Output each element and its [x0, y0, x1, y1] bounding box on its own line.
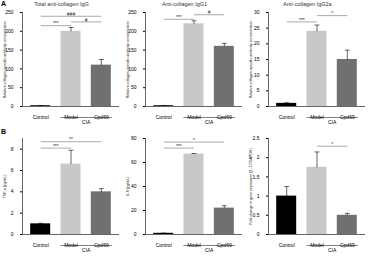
svg-text:250: 250 [128, 9, 137, 15]
svg-text:80: 80 [131, 135, 137, 141]
svg-text:**: ** [69, 136, 73, 142]
svg-text:0.5: 0.5 [253, 212, 260, 218]
svg-text:25: 25 [254, 25, 260, 31]
svg-text:#: # [208, 9, 211, 15]
svg-text:Cpd69: Cpd69 [94, 242, 109, 248]
svg-text:Control: Control [33, 242, 49, 248]
svg-text:CIA: CIA [328, 119, 337, 125]
svg-text:Control: Control [279, 242, 295, 248]
svg-text:150: 150 [128, 46, 137, 53]
svg-text:8: 8 [11, 146, 14, 152]
svg-text:0: 0 [11, 103, 14, 109]
svg-text:IL-6 (pg/mL): IL-6 (pg/mL) [126, 177, 130, 197]
svg-text:Model: Model [64, 114, 78, 120]
svg-text:Relative collagen-specific ant: Relative collagen-specific antibody conc… [126, 21, 130, 99]
svg-text:2: 2 [257, 154, 260, 160]
svg-text:30: 30 [254, 9, 260, 15]
svg-text:Cpd69: Cpd69 [217, 242, 232, 248]
svg-text:***: *** [299, 17, 305, 23]
svg-text:***: *** [176, 143, 182, 149]
html-text:A: A [1, 0, 7, 7]
svg-text:4: 4 [11, 188, 14, 194]
svg-text:20: 20 [254, 40, 260, 46]
svg-text:2: 2 [11, 210, 14, 216]
svg-text:0: 0 [134, 231, 137, 237]
svg-text:200: 200 [128, 27, 137, 34]
svg-text:1: 1 [257, 193, 260, 199]
svg-text:Cpd69: Cpd69 [94, 114, 109, 120]
svg-text:CIA: CIA [328, 247, 337, 253]
svg-text:Model: Model [310, 114, 324, 120]
svg-text:#: # [85, 17, 88, 23]
svg-text:50: 50 [131, 84, 137, 90]
svg-text:*: * [331, 10, 333, 16]
html-text:Total anti-collagen IgG: Total anti-collagen IgG [34, 1, 89, 7]
svg-text:###: ### [67, 11, 76, 17]
svg-text:CIA: CIA [82, 247, 91, 253]
svg-text:*: * [331, 141, 333, 147]
svg-text:Relative collagen-specific ant: Relative collagen-specific antibody conc… [3, 21, 7, 99]
svg-text:100: 100 [128, 65, 137, 72]
svg-text:Control: Control [279, 114, 295, 120]
svg-text:250: 250 [5, 9, 14, 15]
svg-text:CIA: CIA [82, 119, 91, 125]
svg-text:5: 5 [257, 87, 260, 93]
svg-text:10: 10 [254, 72, 260, 78]
svg-text:Model: Model [187, 242, 201, 248]
svg-text:***: *** [53, 143, 59, 149]
svg-text:Model: Model [310, 242, 324, 248]
html-text:B: B [1, 128, 7, 135]
svg-text:2.5: 2.5 [253, 135, 260, 141]
svg-text:0: 0 [257, 103, 260, 109]
svg-text:200: 200 [5, 27, 14, 34]
svg-text:0: 0 [134, 103, 137, 109]
svg-text:50: 50 [8, 84, 14, 90]
svg-text:15: 15 [254, 56, 260, 62]
svg-text:Control: Control [156, 114, 172, 120]
svg-text:6: 6 [11, 167, 14, 173]
svg-text:CIA: CIA [205, 119, 214, 125]
svg-text:***: *** [53, 20, 59, 26]
svg-text:TNF-α (pg/mL): TNF-α (pg/mL) [3, 175, 7, 199]
svg-text:Model: Model [187, 114, 201, 120]
svg-text:0: 0 [257, 231, 260, 237]
svg-text:150: 150 [5, 46, 14, 53]
svg-text:Cpd69: Cpd69 [340, 242, 355, 248]
html-text:Anti-collagen IgG1: Anti-collagen IgG1 [161, 1, 208, 7]
html-text:Anti-collagen IgG2a: Anti-collagen IgG2a [283, 1, 332, 7]
svg-text:0: 0 [11, 231, 14, 237]
svg-text:1.5: 1.5 [253, 174, 260, 180]
svg-text:Control: Control [33, 114, 49, 120]
svg-text:Fold change in gene expression: Fold change in gene expression (IL-17/GA… [249, 148, 253, 224]
svg-text:40: 40 [131, 183, 137, 189]
svg-text:***: *** [176, 14, 182, 20]
svg-text:100: 100 [5, 65, 14, 72]
svg-text:20: 20 [131, 207, 137, 213]
svg-text:Control: Control [156, 242, 172, 248]
svg-text:CIA: CIA [205, 247, 214, 253]
svg-text:60: 60 [131, 159, 137, 165]
svg-text:Model: Model [64, 242, 78, 248]
svg-text:Cpd69: Cpd69 [340, 114, 355, 120]
svg-text:Cpd69: Cpd69 [217, 114, 232, 120]
svg-text:*: * [193, 137, 195, 143]
svg-text:Relative collagen-specific ant: Relative collagen-specific antibody conc… [249, 21, 253, 99]
